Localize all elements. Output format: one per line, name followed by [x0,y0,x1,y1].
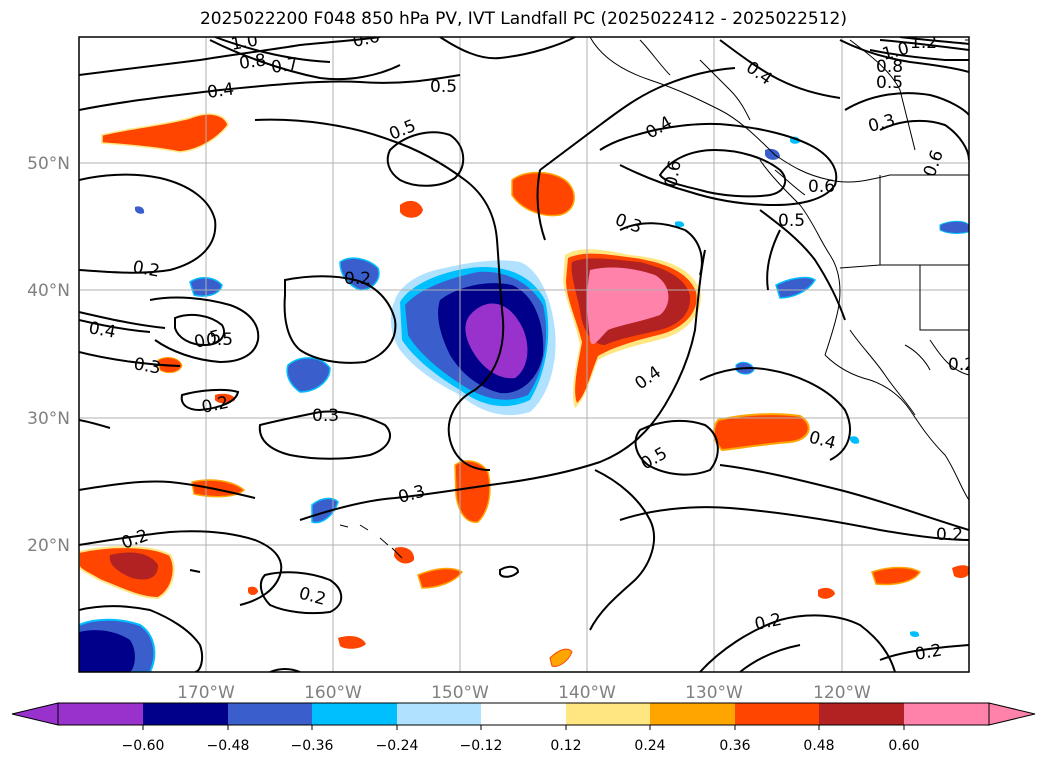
lat-tick-label: 20°N [27,536,70,556]
colorbar-lower-extend [11,702,59,726]
colorbar-tick-label: −0.12 [460,738,503,754]
colorbar-segment [397,703,481,725]
lon-tick-label: 160°W [304,683,362,703]
lon-tick-label: 140°W [558,683,616,703]
latitude-labels: 50°N 40°N 30°N 20°N [27,154,70,556]
contour-label: 0.8 [238,50,268,74]
contour-label: 1.0 [229,31,259,55]
colorbar-segment [819,703,904,725]
colorbar-tick-label: 0.48 [803,738,834,754]
colorbar-segment [143,703,228,725]
colorbar-tick-label: −0.24 [376,738,419,754]
colorbar-tick-label: 0.12 [550,738,581,754]
contour-label: 0.6 [808,177,835,197]
lat-tick-label: 40°N [27,281,70,301]
colorbar-upper-extend [988,702,1036,726]
contour-label: 0.5 [206,330,233,350]
colorbar-tick-label: 0.36 [719,738,750,754]
colorbar-tick-label: −0.36 [291,738,334,754]
colorbar-segment [735,703,819,725]
contour-label: 0.8 [876,57,903,77]
colorbar: −0.60 −0.48 −0.36 −0.24 −0.12 0.12 0.24 … [11,702,1036,754]
lat-tick-label: 50°N [27,154,70,174]
lon-tick-label: 150°W [431,683,489,703]
colorbar-tick-label: −0.60 [122,738,165,754]
shaded-anomalies [79,113,969,672]
colorbar-segment [566,703,650,725]
lon-tick-label: 120°W [813,683,871,703]
contour-label: 0.2 [936,525,963,545]
contour-label: 0.4 [87,318,117,342]
contour-label: 0.3 [312,406,339,426]
contour-label: 0.5 [778,211,805,231]
lat-tick-label: 30°N [27,409,70,429]
contour-label: 1.2 [910,33,937,53]
colorbar-ticks [142,725,905,730]
contour-label: 0.6 [661,159,685,189]
colorbar-segment [650,703,735,725]
contour-label: 0.4 [206,79,236,103]
contour-label: 0.3 [132,354,162,378]
lon-tick-label: 130°W [685,683,743,703]
colorbar-tick-label: 0.24 [634,738,665,754]
contour-label: 0.5 [430,77,457,97]
contour-label: 0.7 [270,54,300,78]
graticule [79,37,969,672]
contour-label: 0.5 [876,73,903,93]
contour-label: 0.2 [948,355,975,375]
colorbar-tick-label: 0.60 [888,738,919,754]
map-title: 2025022200 F048 850 hPa PV, IVT Landfall… [199,9,847,29]
colorbar-segment [312,703,397,725]
colorbar-segment [58,703,143,725]
longitude-labels: 170°W 160°W 150°W 140°W 130°W 120°W [177,683,871,703]
colorbar-segment [481,703,566,725]
colorbar-tick-label: −0.48 [207,738,250,754]
colorbar-segment [228,703,312,725]
lon-tick-label: 170°W [177,683,235,703]
contour-label: 0.2 [913,641,943,665]
contour-label: 0.2 [131,257,161,281]
map-frame [78,36,970,673]
contour-label: 0.2 [344,269,371,289]
pv-contours [79,37,969,672]
colorbar-segment [904,703,989,725]
